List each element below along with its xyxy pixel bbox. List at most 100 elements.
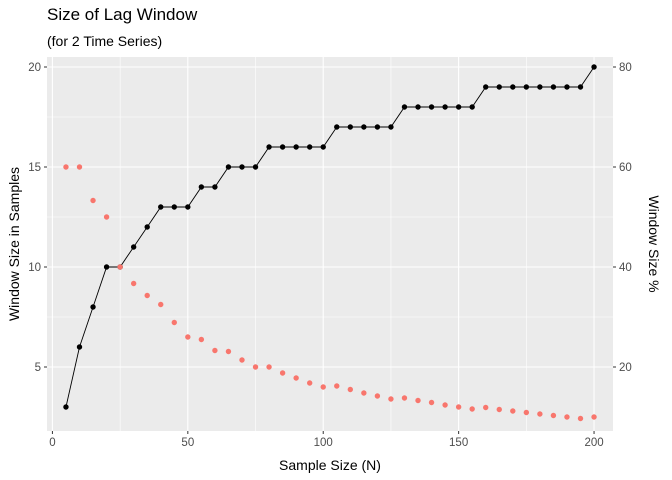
point-window-pct [239, 357, 245, 363]
point-window-pct [266, 364, 272, 370]
y2-tick-label: 20 [619, 362, 632, 374]
point-window-pct [374, 393, 381, 399]
point-window-pct [117, 264, 123, 270]
point-window-samples [306, 144, 313, 150]
point-window-samples [361, 124, 367, 130]
point-window-samples [550, 84, 557, 90]
point-window-pct [523, 409, 530, 416]
x-axis-title: Sample Size (N) [279, 457, 381, 473]
point-window-samples [130, 244, 137, 250]
point-window-pct [347, 386, 354, 393]
point-window-samples [185, 204, 191, 210]
point-window-pct [510, 408, 516, 414]
axis-ticks: 0 50 100 150 200 5 10 15 20 20 40 60 80 [28, 62, 632, 449]
point-window-samples [212, 184, 218, 190]
point-window-pct [130, 280, 137, 287]
series-line [65, 66, 595, 408]
point-window-samples [76, 344, 83, 350]
point-window-pct [334, 383, 340, 389]
point-window-samples [483, 84, 489, 90]
point-window-pct [591, 414, 597, 420]
point-window-samples [401, 104, 408, 110]
point-window-samples [496, 84, 502, 90]
point-window-samples [266, 144, 272, 150]
point-window-samples [537, 84, 543, 90]
y-axis-title: Window Size in Samples [6, 167, 22, 321]
point-window-pct [361, 390, 367, 396]
y-tick-label: 20 [28, 62, 41, 74]
point-window-pct [388, 396, 394, 402]
point-window-samples [455, 104, 462, 110]
point-window-samples [388, 124, 394, 130]
point-window-pct [279, 370, 286, 376]
point-window-pct [455, 404, 462, 410]
point-window-samples [225, 164, 232, 170]
point-window-pct [320, 384, 326, 390]
point-window-samples [564, 84, 570, 90]
point-window-pct [293, 375, 299, 381]
point-window-samples [158, 204, 164, 210]
point-window-samples [510, 84, 516, 90]
y2-axis-title: Window Size % [646, 195, 662, 292]
point-window-pct [442, 402, 448, 408]
point-window-pct [63, 164, 69, 170]
point-window-samples [347, 124, 354, 130]
plot-panel [47, 57, 613, 431]
chart-title: Size of Lag Window [47, 5, 198, 24]
point-window-pct [469, 406, 475, 412]
x-tick-label: 50 [181, 437, 194, 449]
y2-tick-label: 40 [619, 262, 632, 274]
point-window-samples [577, 84, 584, 90]
point-window-samples [442, 104, 448, 110]
x-tick-label: 0 [49, 437, 55, 449]
point-window-pct [306, 380, 313, 386]
series-points-layer [63, 64, 597, 422]
chart-subtitle: (for 2 Time Series) [47, 33, 163, 49]
point-window-samples [239, 164, 245, 170]
y2-tick-label: 80 [619, 62, 632, 74]
point-window-samples [428, 104, 435, 110]
point-window-pct [537, 411, 543, 417]
point-window-samples [591, 64, 597, 70]
y-tick-label: 15 [28, 162, 41, 174]
y-tick-label: 5 [35, 362, 41, 374]
series-line-layer [65, 66, 595, 408]
point-window-samples [469, 104, 475, 110]
point-window-pct [252, 364, 259, 370]
point-window-pct [577, 415, 584, 422]
point-window-pct [185, 334, 191, 340]
point-window-pct [76, 164, 83, 170]
point-window-samples [279, 144, 286, 150]
x-tick-label: 150 [449, 437, 468, 449]
point-window-samples [63, 404, 69, 410]
point-window-samples [320, 144, 326, 150]
point-window-samples [90, 304, 96, 310]
point-window-pct [171, 319, 177, 326]
point-window-pct [496, 406, 502, 413]
point-window-pct [212, 347, 218, 354]
point-window-pct [483, 404, 489, 411]
point-window-pct [103, 214, 110, 220]
point-window-samples [103, 264, 110, 270]
point-window-samples [334, 124, 340, 130]
point-window-samples [252, 164, 259, 170]
x-tick-label: 100 [314, 437, 333, 449]
point-window-pct [415, 397, 421, 404]
point-window-samples [293, 144, 299, 150]
y2-tick-label: 60 [619, 162, 632, 174]
y-tick-label: 10 [28, 262, 41, 274]
point-window-samples [374, 124, 381, 130]
point-window-pct [198, 336, 205, 343]
point-window-samples [171, 204, 177, 210]
point-window-pct [90, 197, 96, 204]
point-window-samples [415, 104, 421, 110]
point-window-samples [144, 224, 150, 230]
point-window-pct [550, 412, 557, 419]
point-window-pct [158, 301, 164, 308]
x-tick-label: 200 [584, 437, 603, 449]
point-window-samples [198, 184, 205, 190]
point-window-pct [564, 414, 570, 420]
point-window-samples [523, 84, 530, 90]
point-window-pct [428, 399, 435, 406]
